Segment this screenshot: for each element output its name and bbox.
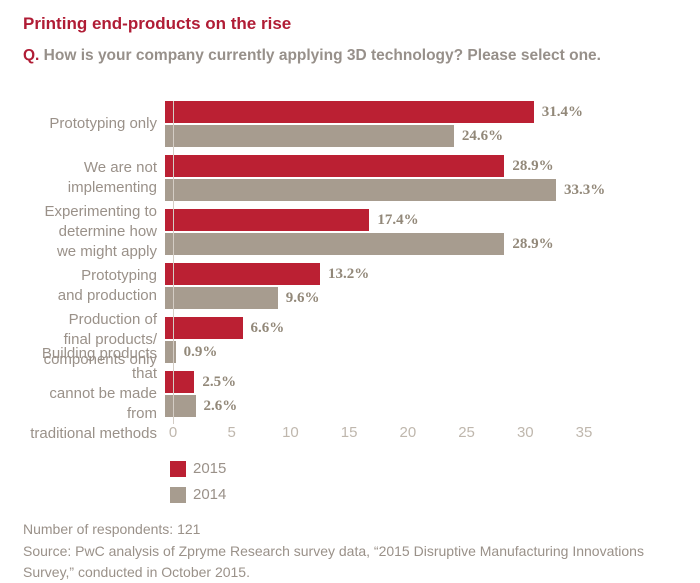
category-label-line: we might apply	[56, 243, 157, 260]
value-label: 31.4%	[541, 103, 583, 120]
value-label: 17.4%	[377, 211, 419, 228]
category-label-line: components only	[43, 351, 157, 368]
category-label-line: traditional methods	[30, 425, 157, 442]
bar-group: We are not implementing 28.9% 33.3%	[23, 155, 663, 201]
value-label: 0.9%	[183, 343, 218, 360]
bar-group: Production of final products/components o…	[23, 311, 663, 368]
legend-label: 2014	[193, 486, 227, 503]
question-body: How is your company currently applying 3…	[39, 47, 601, 64]
source-note: Source: PwC analysis of Zpryme Research …	[23, 541, 700, 583]
x-axis-tick: 10	[282, 424, 299, 441]
category-label: Experimenting to determine how we might ap…	[23, 202, 165, 262]
bar-2014	[165, 287, 278, 309]
category-label-line: implementing	[67, 179, 157, 196]
source-note-line: Source: PwC analysis of Zpryme Research …	[23, 542, 644, 559]
bar-2015	[165, 371, 195, 393]
x-axis-tick: 35	[575, 424, 593, 441]
chart-title: Printing end-products on the rise	[23, 14, 292, 33]
category-label: Prototyping only	[23, 114, 165, 134]
bar-2014	[165, 341, 176, 363]
bar-2014	[165, 395, 196, 417]
category-label-line: Experimenting to	[44, 203, 157, 220]
bar-2015	[165, 317, 243, 339]
bar-chart: Prototyping only 31.4% 24.6% We are not impl…	[23, 101, 663, 444]
bar-row-2015: 28.9%	[165, 155, 663, 177]
category-label-line: Building products that	[41, 345, 157, 382]
bar-row-2015: 6.6%	[165, 317, 663, 339]
question-prefix: Q.	[23, 47, 40, 64]
bar-row-2014: 0.9%	[165, 341, 663, 363]
category-label-line: We are not	[83, 159, 157, 176]
bar-row-2014: 24.6%	[165, 125, 663, 147]
question-text: Q. How is your company currently applyin…	[23, 46, 700, 66]
value-label: 2.6%	[203, 397, 238, 414]
bar-row-2014: 9.6%	[165, 287, 663, 309]
bar-row-2014: 28.9%	[165, 233, 663, 255]
category-label-line: cannot be made from	[49, 385, 157, 422]
bar-pair: 13.2% 9.6%	[165, 263, 663, 309]
bar-pair: 31.4% 24.6%	[165, 101, 663, 147]
bar-group: Prototyping only 31.4% 24.6%	[23, 101, 663, 147]
bar-pair: 17.4% 28.9%	[165, 209, 663, 255]
value-label: 33.3%	[564, 181, 606, 198]
value-label: 13.2%	[328, 265, 370, 282]
bar-row-2015: 31.4%	[165, 101, 663, 123]
x-axis-tick: 25	[458, 424, 475, 441]
category-label: Building products that cannot be made fro…	[23, 344, 165, 444]
x-axis-tick: 5	[227, 424, 236, 441]
source-note-line: Survey,” conducted in October 2015.	[23, 564, 250, 580]
legend: 2015 2014	[170, 460, 700, 503]
value-label: 28.9%	[512, 157, 554, 174]
bar-row-2014: 33.3%	[165, 179, 663, 201]
bar-group: Experimenting to determine how we might ap…	[23, 203, 663, 260]
bar-pair: 6.6% 0.9%	[165, 317, 663, 363]
x-axis-tick: 30	[516, 424, 534, 441]
category-label: We are not implementing	[23, 158, 165, 198]
category-label-line: Prototyping	[81, 267, 157, 284]
value-label: 6.6%	[250, 319, 285, 336]
value-label: 9.6%	[285, 289, 320, 306]
bar-2015	[165, 263, 320, 285]
value-label: 24.6%	[461, 127, 504, 144]
bar-2015	[165, 209, 370, 231]
bar-2014	[165, 233, 505, 255]
bar-2014	[165, 179, 557, 201]
bar-pair: 2.5% 2.6%	[165, 371, 663, 417]
footer: Number of respondents: 121 Source: PwC a…	[23, 519, 700, 583]
bar-pair: 28.9% 33.3%	[165, 155, 663, 201]
bar-groups: Prototyping only 31.4% 24.6% We are not impl…	[23, 101, 663, 442]
category-label-line: determine how	[58, 223, 157, 240]
y-axis-line	[173, 101, 174, 424]
bar-row-2015: 13.2%	[165, 263, 663, 285]
respondents-note: Number of respondents: 121	[23, 521, 201, 537]
legend-item-2015: 2015	[170, 460, 700, 477]
value-label: 28.9%	[512, 235, 554, 252]
bar-group: Building products that cannot be made fro…	[23, 345, 663, 442]
legend-label: 2015	[193, 460, 227, 477]
bar-row-2015: 17.4%	[165, 209, 663, 231]
x-axis: 0 5 10 15 20 25 30 35	[169, 424, 593, 444]
bar-2015	[165, 101, 534, 123]
category-label-line: Prototyping only	[49, 115, 157, 132]
value-label: 2.5%	[202, 373, 237, 390]
category-label-line: final products/	[63, 331, 157, 348]
bar-group: Prototyping and production 13.2% 9.6%	[23, 263, 663, 309]
category-label-line: and production	[57, 287, 157, 304]
category-label-line: Production of	[68, 311, 157, 328]
legend-item-2014: 2014	[170, 486, 700, 503]
x-axis-tick: 15	[340, 424, 358, 441]
bar-2015	[165, 155, 505, 177]
category-label: Prototyping and production	[23, 266, 165, 306]
x-axis-tick: 20	[399, 424, 417, 441]
bar-2014	[165, 125, 454, 147]
x-axis-tick: 0	[168, 424, 178, 441]
legend-swatch-2015	[170, 460, 186, 477]
category-label: Production of final products/components o…	[23, 310, 165, 370]
legend-swatch-2014	[170, 486, 186, 503]
bar-row-2014: 2.6%	[165, 395, 663, 417]
bar-row-2015: 2.5%	[165, 371, 663, 393]
